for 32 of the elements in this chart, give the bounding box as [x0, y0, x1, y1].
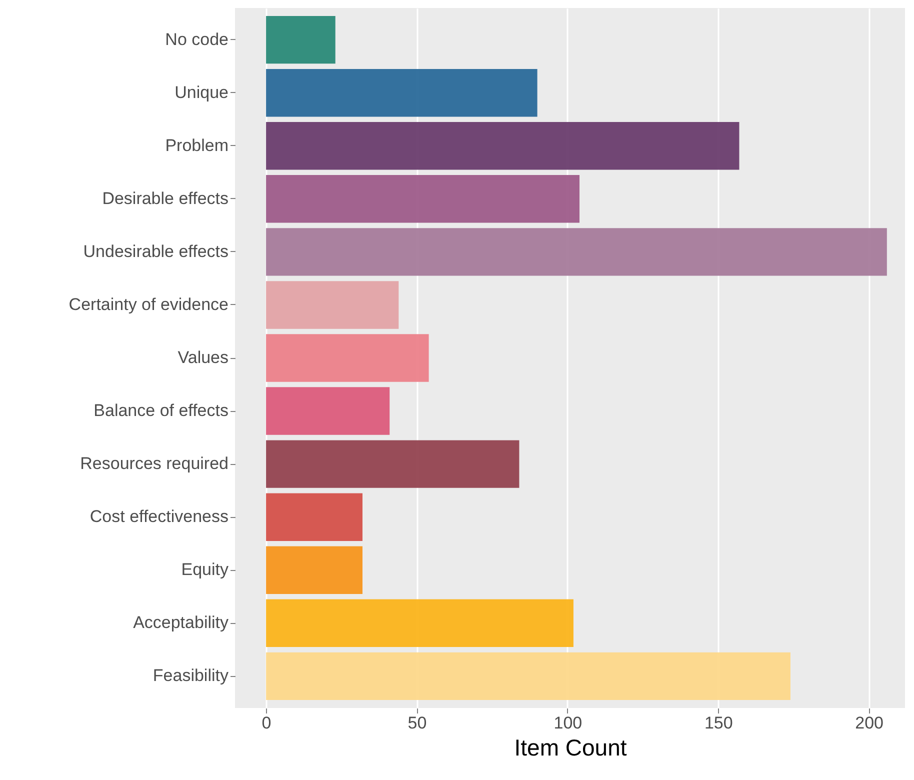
y-tick-label: Feasibility — [152, 666, 229, 686]
x-tick-label: 200 — [855, 714, 884, 732]
y-tick-label: Cost effectiveness — [90, 507, 228, 526]
bar — [266, 175, 580, 223]
y-tick-label: Unique — [174, 82, 228, 102]
y-tick-label: Certainty of evidence — [68, 294, 228, 314]
bar — [266, 281, 399, 329]
bar — [266, 387, 390, 435]
bar — [266, 68, 538, 117]
y-tick-label: Values — [178, 348, 228, 367]
x-axis-title: Item Count — [514, 734, 628, 760]
bar — [266, 493, 362, 541]
bar — [266, 652, 790, 700]
x-tick-label: 100 — [554, 714, 582, 732]
bar — [266, 16, 336, 64]
y-tick-label: Resources required — [80, 454, 228, 474]
y-tick-label: No code — [165, 30, 228, 49]
bar — [266, 122, 740, 170]
x-tick-label: 50 — [408, 714, 427, 732]
y-tick-label: Acceptability — [133, 613, 229, 632]
bar — [266, 440, 520, 488]
bar — [266, 599, 574, 648]
x-tick-label: 150 — [704, 714, 733, 732]
y-tick-label: Desirable effects — [102, 188, 228, 208]
y-tick-label: Balance of effects — [94, 401, 228, 420]
y-tick-label: Equity — [181, 560, 229, 580]
bar — [266, 546, 362, 594]
bar — [266, 334, 429, 382]
x-tick-label: 0 — [262, 714, 272, 732]
y-tick-label: Undesirable effects — [83, 242, 228, 261]
y-tick-label: Problem — [165, 136, 228, 155]
bar — [266, 228, 887, 276]
